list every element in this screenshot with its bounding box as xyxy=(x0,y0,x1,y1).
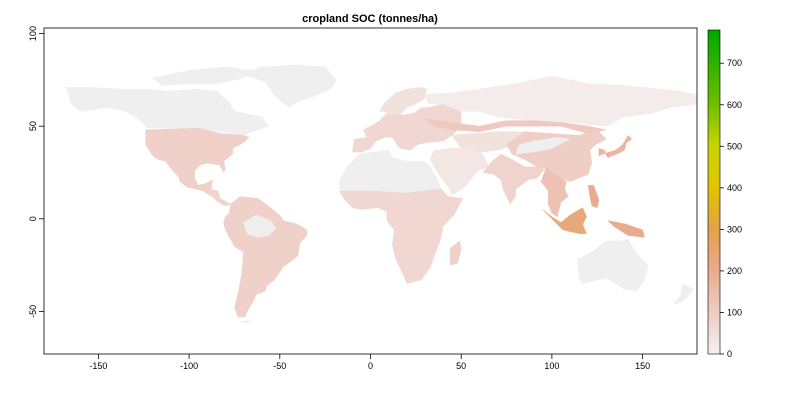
color-legend: 0 100 200 300 400 500 600 700 xyxy=(707,29,742,359)
region-korea-japan xyxy=(598,134,633,159)
x-tick-label: -150 xyxy=(89,361,107,371)
legend-ticks: 0 100 200 300 400 500 600 700 xyxy=(720,58,742,359)
x-tick-label: 100 xyxy=(544,361,559,371)
x-tick-label: 150 xyxy=(635,361,650,371)
legend-tick-label: 0 xyxy=(727,349,732,359)
region-middle-east xyxy=(430,148,489,196)
x-axis: -150 -100 -50 0 50 100 150 xyxy=(89,354,650,371)
x-tick-label: -50 xyxy=(273,361,286,371)
x-tick-label: -100 xyxy=(180,361,198,371)
region-canada-alaska xyxy=(65,87,270,136)
region-central-america xyxy=(203,188,232,207)
region-greenland xyxy=(237,64,337,108)
x-tick-label: 50 xyxy=(456,361,466,371)
y-tick-label: 0 xyxy=(28,216,38,221)
legend-tick-label: 100 xyxy=(727,307,742,317)
y-tick-label: 100 xyxy=(28,26,38,41)
region-africa-north-nodata xyxy=(339,150,442,194)
region-india-south-asia xyxy=(482,153,547,205)
region-new-guinea xyxy=(607,220,645,238)
legend-tick-label: 600 xyxy=(727,100,742,110)
x-tick-label: 0 xyxy=(368,361,373,371)
y-axis: 100 50 0 -50 xyxy=(28,26,44,318)
region-arctic-islands-na xyxy=(152,66,254,86)
legend-tick-label: 300 xyxy=(727,224,742,234)
region-africa-south xyxy=(339,188,464,284)
y-tick-label: 50 xyxy=(28,121,38,131)
legend-tick-label: 200 xyxy=(727,266,742,276)
map-title: cropland SOC (tonnes/ha) xyxy=(302,13,438,25)
legend-tick-label: 500 xyxy=(727,141,742,151)
region-australia xyxy=(577,238,649,292)
legend-colorbar xyxy=(707,29,721,355)
region-antarctic-tip-nodata xyxy=(239,320,253,323)
region-new-zealand xyxy=(672,283,694,305)
region-philippines xyxy=(587,185,600,209)
y-tick-label: -50 xyxy=(28,305,38,318)
land-layer xyxy=(65,64,697,323)
region-amazon-nodata xyxy=(243,214,277,238)
legend-tick-label: 700 xyxy=(727,58,742,68)
region-south-america xyxy=(223,196,308,318)
region-tibet-mongolia-nodata xyxy=(515,137,571,155)
region-scandinavia xyxy=(379,87,427,116)
region-usa-mexico xyxy=(145,127,250,192)
region-russia-north xyxy=(424,75,697,127)
legend-tick-label: 400 xyxy=(727,183,742,193)
region-sumatra-java-borneo xyxy=(542,207,587,234)
region-madagascar xyxy=(450,240,462,266)
region-southeast-asia xyxy=(540,166,569,218)
